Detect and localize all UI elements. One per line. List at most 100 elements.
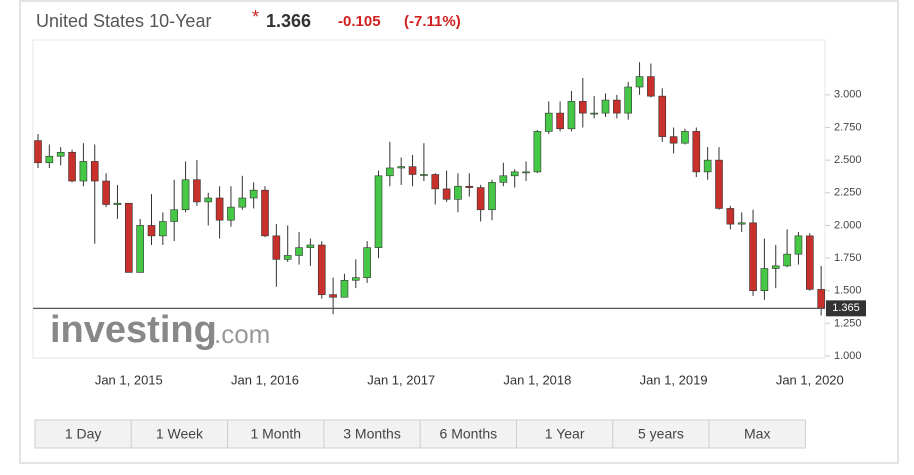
candle-body — [556, 112, 564, 130]
candle-body — [578, 101, 587, 114]
candle-body — [45, 155, 54, 164]
candle-body — [317, 244, 326, 295]
candle-body — [386, 167, 394, 177]
candle-body — [90, 161, 99, 182]
candle-body — [647, 76, 655, 97]
price-tag-label: 1.365 — [832, 302, 860, 314]
x-tick-label: Jan 1, 2015 — [95, 372, 163, 387]
candle-body — [749, 222, 757, 292]
range-button[interactable] — [130, 419, 229, 449]
candle-body — [613, 99, 621, 114]
y-tick-label: 3.000 — [834, 89, 862, 101]
candle-body — [476, 187, 485, 211]
watermark: investing — [50, 309, 217, 351]
y-tick-label: 1.250 — [834, 317, 862, 329]
candle-body — [567, 101, 576, 130]
range-button-label[interactable]: 5 years — [638, 426, 684, 442]
range-button[interactable] — [516, 419, 614, 449]
candle-body — [454, 185, 462, 200]
x-tick-label: Jan 1, 2018 — [503, 372, 571, 387]
plot-frame — [32, 39, 826, 359]
price: 1.366 — [266, 11, 311, 31]
candle-body — [295, 247, 303, 256]
y-tick-label: 1.000 — [834, 350, 862, 362]
x-tick-label: Jan 1, 2017 — [367, 372, 435, 387]
range-button[interactable] — [708, 419, 806, 449]
candle-body — [715, 159, 723, 209]
candle-body — [760, 268, 769, 292]
candle-body — [79, 161, 88, 182]
candle-body — [635, 76, 644, 88]
candle-body — [681, 131, 689, 144]
candle-body — [181, 179, 190, 211]
candle-body — [159, 221, 167, 237]
range-button[interactable] — [34, 419, 132, 449]
candle-body — [272, 235, 281, 260]
x-tick-label: Jan 1, 2019 — [640, 372, 708, 387]
candle-body — [397, 166, 406, 169]
candle-body — [351, 277, 360, 281]
candle-body — [499, 175, 508, 183]
range-button[interactable] — [419, 419, 518, 449]
y-tick-label: 2.000 — [834, 219, 862, 231]
candle-body — [170, 209, 178, 222]
candle-body — [703, 159, 712, 173]
candle-body — [544, 112, 553, 132]
range-button-label[interactable]: 6 Months — [440, 426, 498, 442]
candle-body — [488, 182, 496, 211]
candle-body — [408, 166, 417, 175]
candle-body — [805, 235, 814, 290]
candle-body — [329, 294, 337, 298]
candle-body — [249, 189, 258, 199]
range-button-label[interactable]: 1 Year — [545, 426, 585, 442]
change-pct: (-7.11%) — [404, 13, 461, 30]
candle-body — [215, 197, 224, 221]
candle-body — [601, 99, 610, 114]
candle-body — [783, 253, 791, 267]
candle-body — [590, 112, 598, 115]
y-tick-label: 2.750 — [834, 121, 862, 133]
x-tick-label: Jan 1, 2016 — [231, 372, 299, 387]
star: * — [252, 7, 259, 27]
range-button[interactable] — [227, 419, 325, 449]
candle-body — [533, 131, 542, 173]
range-button-label[interactable]: Max — [744, 426, 770, 442]
candle-body — [771, 265, 780, 269]
candle-body — [658, 95, 667, 137]
candle-body — [261, 189, 269, 237]
candle-body — [465, 185, 474, 188]
candle-body — [227, 206, 235, 221]
candle-body — [420, 174, 428, 176]
range-button-label[interactable]: 3 Months — [343, 426, 401, 442]
range-button-label[interactable]: 1 Month — [250, 426, 301, 442]
candle-body — [442, 188, 451, 200]
candle-body — [147, 225, 156, 237]
candle-body — [522, 171, 530, 174]
x-tick-label: Jan 1, 2020 — [776, 372, 844, 387]
candle-body — [238, 197, 247, 208]
range-button-label[interactable]: 1 Day — [65, 426, 102, 442]
candle-body — [56, 151, 65, 157]
candle-body — [363, 247, 371, 278]
candle-body — [737, 222, 746, 225]
candle-body — [431, 174, 440, 190]
candle-body — [794, 235, 803, 255]
candle-body — [125, 202, 133, 273]
range-button-label[interactable]: 1 Week — [156, 426, 204, 442]
y-tick-label: 1.500 — [834, 285, 862, 297]
y-tick-label: 2.250 — [834, 187, 862, 199]
candle-body — [193, 179, 201, 203]
candle-body — [692, 131, 701, 173]
candle-body — [34, 140, 42, 164]
change: -0.105 — [338, 13, 381, 30]
range-button[interactable] — [612, 419, 710, 449]
candle-body — [374, 175, 383, 248]
range-button[interactable] — [323, 419, 421, 449]
candle-body — [113, 202, 122, 205]
candle-body — [340, 279, 349, 298]
candle-body — [624, 86, 633, 114]
candle-body — [283, 255, 292, 260]
watermark-suffix: .com — [214, 319, 270, 349]
